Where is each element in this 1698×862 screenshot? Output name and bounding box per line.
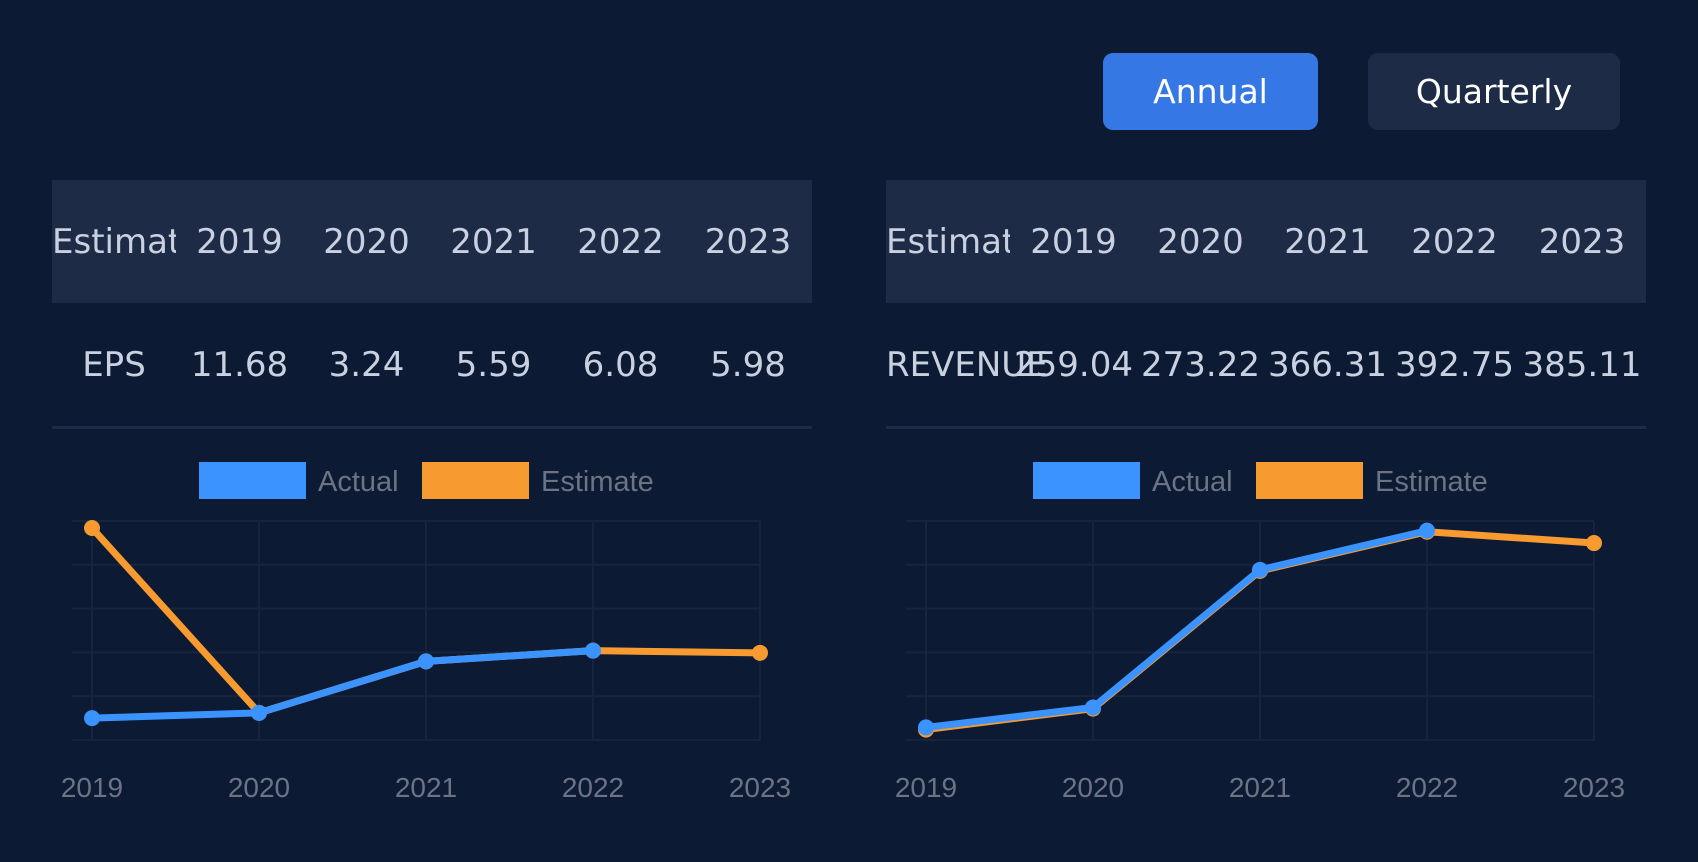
- data-point-actual: [1419, 522, 1435, 539]
- data-point-estimate: [1586, 535, 1602, 552]
- legend-swatch-estimate: [422, 462, 529, 499]
- header-cell: Estimat: [886, 180, 1010, 303]
- x-tick-label: 2021: [395, 772, 457, 803]
- header-cell: 2023: [1518, 180, 1646, 303]
- table-cell: 3.24: [303, 303, 430, 429]
- annual-toggle-button[interactable]: Annual: [1103, 53, 1318, 130]
- data-point-actual: [585, 642, 601, 659]
- data-point-actual: [918, 719, 934, 736]
- header-cell: Estimat: [52, 180, 176, 303]
- table-cell: 273.22: [1137, 303, 1264, 429]
- header-cell: 2019: [176, 180, 303, 303]
- legend-label-estimate: Estimate: [541, 466, 654, 498]
- table-cell: 385.11: [1518, 303, 1646, 429]
- x-tick-label: 2022: [1396, 772, 1458, 803]
- quarterly-toggle-button[interactable]: Quarterly: [1368, 53, 1620, 130]
- table-header-row: Estimat 2019 2020 2021 2022 2023: [886, 180, 1646, 303]
- legend-swatch-actual: [199, 462, 306, 499]
- x-tick-label: 2022: [562, 772, 624, 803]
- table-row: REVENUE 259.04 273.22 366.31 392.75 385.…: [886, 303, 1646, 429]
- revenue-panel: Estimat 2019 2020 2021 2022 2023 REVENUE…: [886, 180, 1646, 803]
- header-cell: 2023: [684, 180, 812, 303]
- header-cell: 2020: [1137, 180, 1264, 303]
- header-cell: 2022: [1391, 180, 1518, 303]
- header-cell: 2020: [303, 180, 430, 303]
- data-point-actual: [418, 653, 434, 670]
- row-label: REVENUE: [886, 303, 1048, 429]
- x-tick-label: 2023: [1563, 772, 1625, 803]
- data-point-actual: [1085, 699, 1101, 716]
- chart-legend: Actual Estimate: [199, 462, 654, 499]
- eps-line-chart: Actual Estimate 2019 2020 2021 2022 2023: [61, 462, 791, 803]
- x-tick-label: 2020: [228, 772, 290, 803]
- row-label: EPS: [52, 303, 176, 429]
- table-cell: 6.08: [557, 303, 684, 429]
- eps-panel: Estimat 2019 2020 2021 2022 2023 EPS 11.…: [52, 180, 812, 803]
- chart-grid: [72, 520, 761, 741]
- table-header-row: Estimat 2019 2020 2021 2022 2023: [52, 180, 812, 303]
- x-tick-label: 2021: [1229, 772, 1291, 803]
- header-cell: 2022: [557, 180, 684, 303]
- eps-estimates-table: Estimat 2019 2020 2021 2022 2023 EPS 11.…: [52, 180, 812, 429]
- table-cell: 392.75: [1391, 303, 1518, 429]
- x-tick-label: 2019: [61, 772, 123, 803]
- series-line-actual: [88, 647, 597, 722]
- data-point-estimate: [752, 644, 768, 661]
- chart-grid: [906, 520, 1595, 741]
- legend-label-actual: Actual: [318, 466, 399, 498]
- revenue-estimates-table: Estimat 2019 2020 2021 2022 2023 REVENUE…: [886, 180, 1646, 429]
- x-tick-label: 2023: [729, 772, 791, 803]
- legend-swatch-estimate: [1256, 462, 1363, 499]
- revenue-line-chart: Actual Estimate 2019 2020 2021 2022 2023: [895, 462, 1625, 803]
- data-point-estimate: [84, 520, 100, 537]
- table-cell: 366.31: [1264, 303, 1391, 429]
- data-point-actual: [1252, 561, 1268, 578]
- x-tick-label: 2019: [895, 772, 957, 803]
- header-cell: 2019: [1010, 180, 1137, 303]
- table-row: EPS 11.68 3.24 5.59 6.08 5.98: [52, 303, 812, 429]
- header-cell: 2021: [430, 180, 557, 303]
- table-cell: 11.68: [176, 303, 303, 429]
- table-cell: 5.98: [684, 303, 812, 429]
- table-cell: 259.04: [1010, 303, 1137, 429]
- legend-label-actual: Actual: [1152, 466, 1233, 498]
- header-cell: 2021: [1264, 180, 1391, 303]
- data-point-actual: [251, 704, 267, 721]
- legend-label-estimate: Estimate: [1375, 466, 1488, 498]
- series-line-actual: [922, 527, 1431, 731]
- data-point-actual: [84, 710, 100, 727]
- x-tick-label: 2020: [1062, 772, 1124, 803]
- legend-swatch-actual: [1033, 462, 1140, 499]
- table-cell: 5.59: [430, 303, 557, 429]
- chart-legend: Actual Estimate: [1033, 462, 1488, 499]
